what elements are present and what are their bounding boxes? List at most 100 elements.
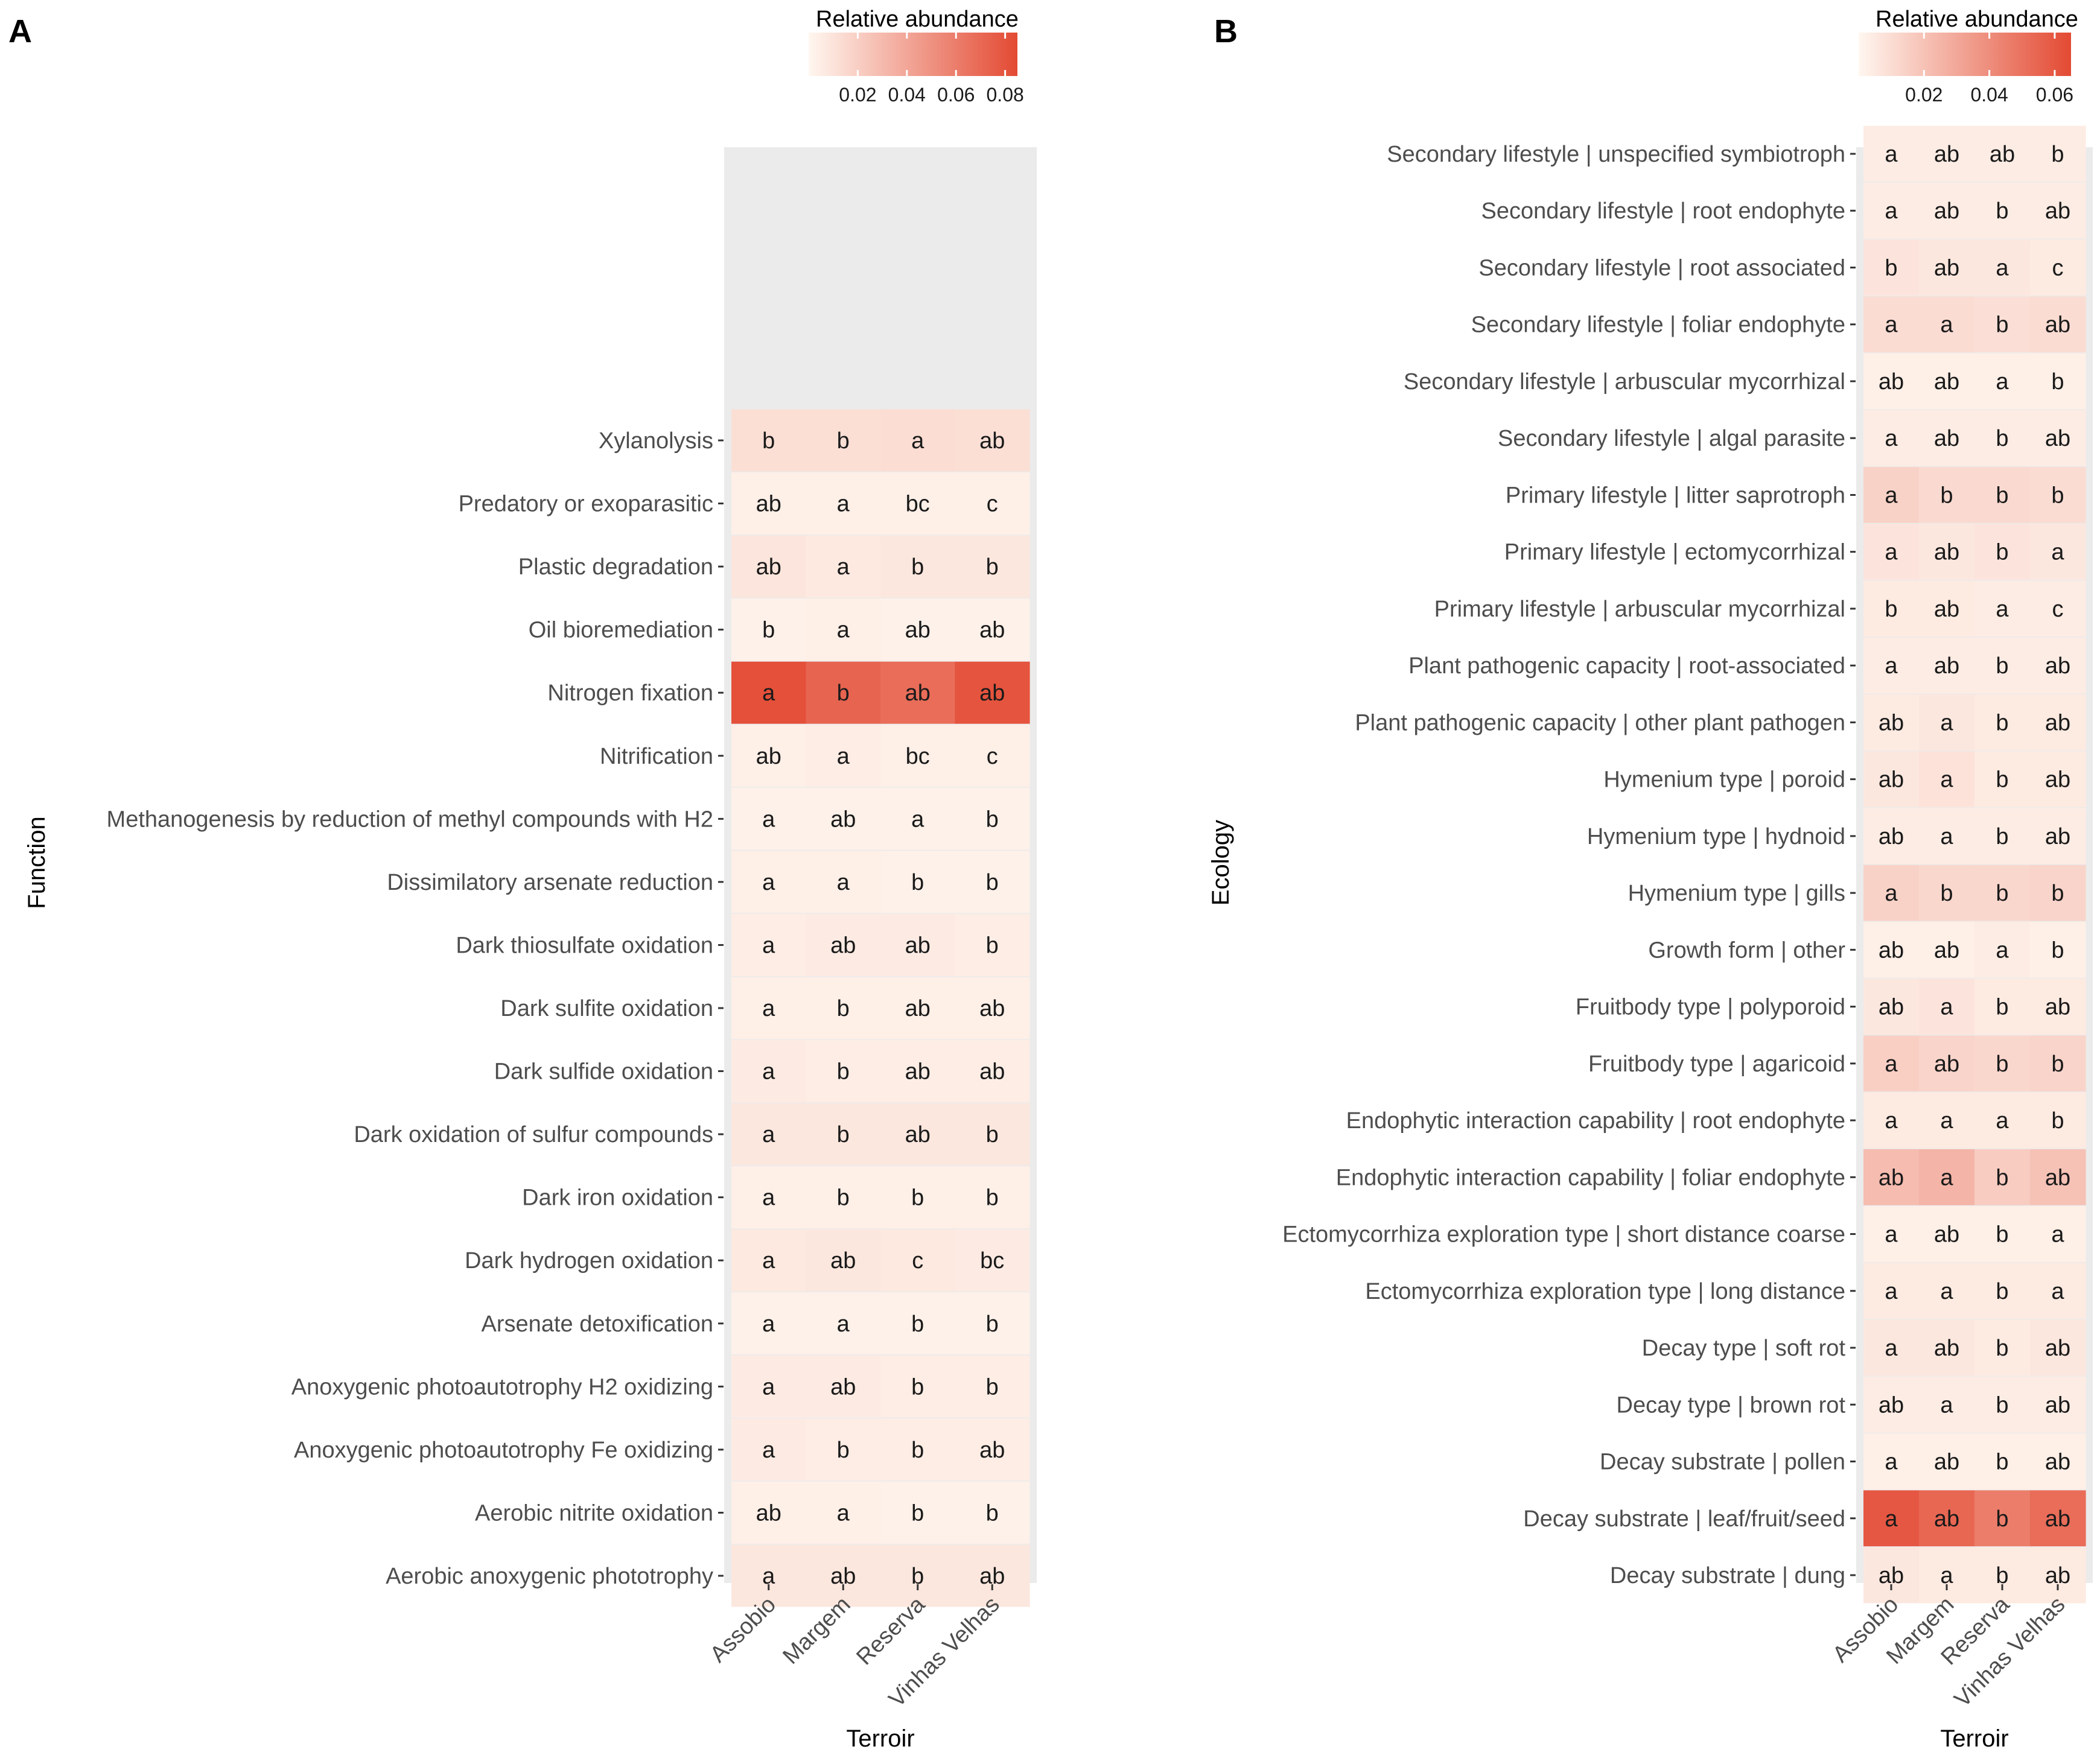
heatmap-cell <box>1919 751 1975 808</box>
heatmap-cell <box>806 1355 881 1418</box>
heatmap-cell <box>2030 1490 2086 1547</box>
heatmap-cell <box>806 851 881 913</box>
significance-letter: a <box>762 933 775 958</box>
heatmap-cell <box>806 725 881 787</box>
heatmap-cell <box>955 1544 1030 1607</box>
heatmap-cell <box>1863 1092 1920 1149</box>
y-tick-label: Fruitbody type | polyporoid <box>1576 995 1845 1020</box>
y-tick-label: Plant pathogenic capacity | other plant … <box>1355 710 1845 735</box>
heatmap-cell <box>1919 125 1975 182</box>
significance-letter: a <box>762 1122 775 1147</box>
legend-tick-label: 0.04 <box>888 84 926 106</box>
significance-letter: b <box>2051 1108 2064 1134</box>
significance-letter: ab <box>1934 426 1959 451</box>
significance-letter: a <box>837 1312 850 1337</box>
heatmap-cell <box>1919 580 1975 637</box>
significance-letter: ab <box>1879 369 1904 395</box>
heatmap-cell <box>731 725 807 787</box>
significance-letter: a <box>1940 313 1953 338</box>
heatmap-cell <box>1974 808 2031 865</box>
significance-letter: ab <box>1879 1392 1904 1418</box>
y-tick-label: Decay substrate | pollen <box>1600 1450 1845 1475</box>
significance-letter: b <box>911 1438 924 1463</box>
significance-letter: b <box>911 1500 924 1526</box>
significance-letter: a <box>1996 1108 2009 1134</box>
heatmap-cell <box>806 1166 881 1229</box>
significance-letter: ab <box>1879 938 1904 963</box>
significance-letter: ab <box>979 996 1005 1021</box>
significance-letter: b <box>837 996 850 1021</box>
significance-letter: a <box>762 1374 775 1400</box>
heatmap-cell <box>880 535 956 598</box>
heatmap-cell <box>806 1481 881 1544</box>
heatmap-cell <box>880 661 956 724</box>
significance-letter: ab <box>1934 1506 1959 1532</box>
significance-letter: a <box>1996 255 2009 281</box>
y-tick-label: Hymenium type | gills <box>1628 881 1845 906</box>
significance-letter: ab <box>2045 710 2070 735</box>
y-tick-label: Primary lifestyle | arbuscular mycorrhiz… <box>1434 597 1845 622</box>
legend-tick-label: 0.02 <box>839 84 876 106</box>
significance-letter: a <box>1885 1279 1898 1304</box>
heatmap-cell <box>806 787 881 850</box>
significance-letter: a <box>762 1059 775 1085</box>
heatmap-cell <box>1863 240 1920 296</box>
significance-letter: b <box>1940 483 1953 508</box>
significance-letter: b <box>1940 881 1953 906</box>
heatmap-cell <box>1863 1035 1920 1092</box>
y-tick-label: Plastic degradation <box>518 554 713 580</box>
y-tick-label: Dark oxidation of sulfur compounds <box>354 1122 713 1147</box>
significance-letter: ab <box>1879 1165 1904 1190</box>
significance-letter: c <box>2052 597 2064 622</box>
significance-letter: b <box>2051 369 2064 395</box>
heatmap-cell <box>1974 1263 2031 1319</box>
heatmap-cell <box>1863 979 1920 1035</box>
significance-letter: a <box>911 807 924 832</box>
significance-letter: b <box>986 807 999 832</box>
significance-letter: a <box>1885 1336 1898 1361</box>
y-tick-label: Dark iron oxidation <box>522 1185 713 1211</box>
heatmap-cell <box>2030 637 2086 694</box>
significance-letter: a <box>1940 824 1953 849</box>
significance-letter: bc <box>906 492 930 517</box>
y-tick-label: Oil bioremediation <box>529 618 713 643</box>
y-tick-label: Dark sulfide oxidation <box>494 1059 713 1085</box>
heatmap-cell <box>1863 524 1920 580</box>
y-tick-label: Decay type | brown rot <box>1617 1392 1846 1418</box>
heatmap-cell <box>2030 751 2086 808</box>
heatmap-cell <box>1974 1547 2031 1604</box>
significance-letter: b <box>1996 767 2008 793</box>
heatmap-cell <box>731 661 807 724</box>
heatmap-cell <box>2030 1263 2086 1319</box>
significance-letter: a <box>1885 881 1898 906</box>
significance-letter: ab <box>1934 1450 1959 1475</box>
legend-colorbar <box>1859 33 2071 76</box>
heatmap-cell <box>2030 921 2086 978</box>
significance-letter: a <box>1885 1052 1898 1077</box>
significance-letter: ab <box>830 933 856 958</box>
significance-letter: ab <box>756 1500 781 1526</box>
heatmap-cell <box>1919 637 1975 694</box>
heatmap-cell <box>731 1418 807 1481</box>
significance-letter: a <box>1885 653 1898 679</box>
heatmap-cell <box>1863 125 1920 182</box>
significance-letter: ab <box>905 618 931 643</box>
heatmap-cell <box>880 472 956 535</box>
y-tick-label: Ectomycorrhiza exploration type | long d… <box>1365 1279 1845 1304</box>
significance-letter: ab <box>830 1248 856 1274</box>
significance-letter: b <box>837 681 850 706</box>
heatmap-cell <box>1919 921 1975 978</box>
heatmap-cell <box>1974 1035 2031 1092</box>
heatmap-cell <box>1974 694 2031 750</box>
significance-letter: a <box>1940 995 1953 1020</box>
significance-letter: ab <box>2045 1165 2070 1190</box>
heatmap-cell <box>806 1544 881 1607</box>
significance-letter: b <box>911 1312 924 1337</box>
significance-letter: a <box>1885 1506 1898 1532</box>
heatmap-cell <box>1863 1319 1920 1376</box>
heatmap-cell <box>1863 694 1920 750</box>
significance-letter: b <box>837 428 850 454</box>
significance-letter: ab <box>1934 369 1959 395</box>
significance-letter: a <box>762 1185 775 1211</box>
legend-tick-label: 0.04 <box>1970 84 2008 106</box>
